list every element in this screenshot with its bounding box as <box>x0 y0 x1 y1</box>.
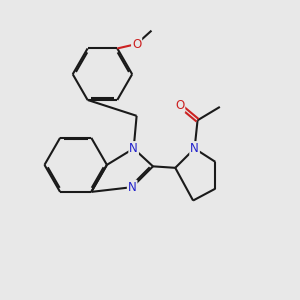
Text: O: O <box>132 38 141 50</box>
Text: O: O <box>175 99 184 112</box>
Text: N: N <box>128 181 136 194</box>
Text: N: N <box>129 142 138 155</box>
Text: N: N <box>190 142 199 155</box>
